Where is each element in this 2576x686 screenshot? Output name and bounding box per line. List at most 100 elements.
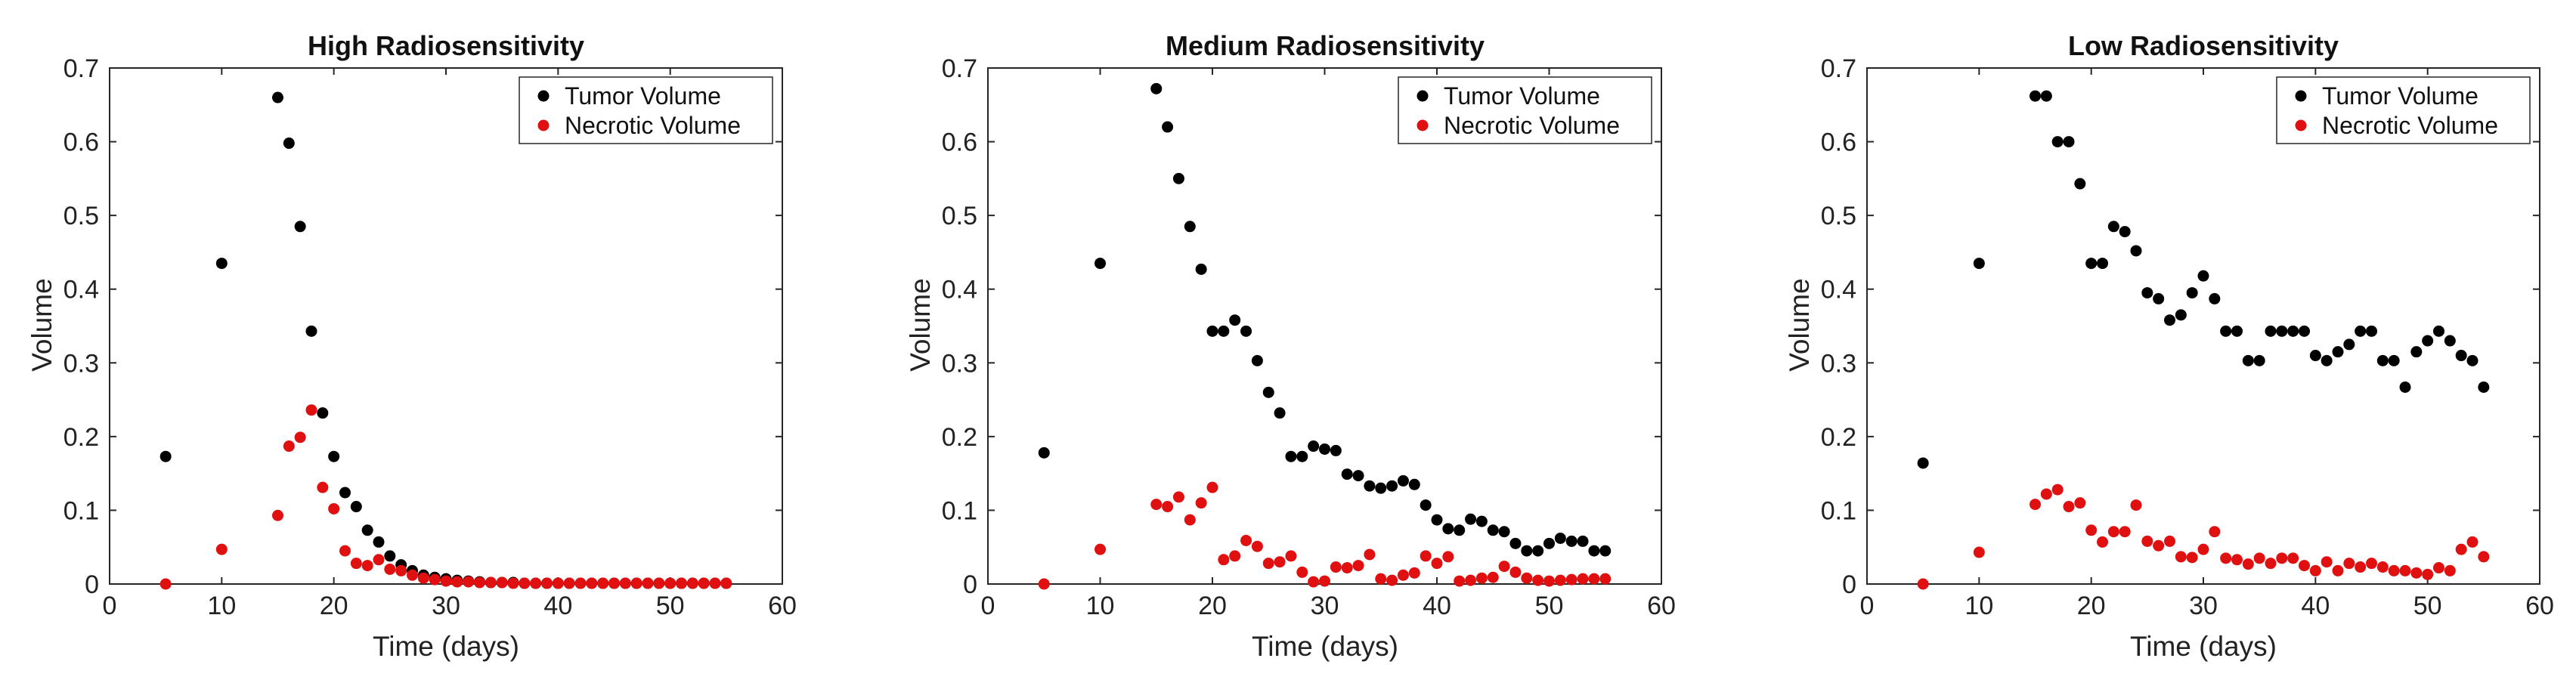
data-point [2478, 551, 2490, 563]
data-point [1386, 574, 1398, 586]
data-point [2130, 499, 2142, 511]
data-point [350, 501, 362, 513]
data-point [1330, 444, 1342, 456]
data-point [2051, 136, 2064, 148]
data-point [2399, 564, 2411, 576]
data-point [1498, 526, 1510, 538]
x-tick-label: 50 [1535, 592, 1564, 620]
series-necrotic-volume [159, 404, 732, 590]
legend-entry: Necrotic Volume [2322, 112, 2498, 139]
data-point [1532, 574, 1544, 586]
data-point [1973, 258, 1985, 270]
plot-area-frame [109, 67, 783, 585]
data-point [2343, 338, 2355, 351]
x-tick-label: 50 [656, 592, 685, 620]
y-tick-label: 0.4 [63, 276, 99, 304]
data-point [317, 481, 329, 493]
data-point [1319, 575, 1330, 587]
data-point [1408, 478, 1420, 490]
x-tick-label: 40 [2301, 592, 2330, 620]
data-point [1150, 82, 1163, 94]
y-tick-label: 0.7 [1821, 54, 1856, 83]
x-axis-label: Time (days) [2130, 631, 2277, 662]
data-point [1218, 325, 1230, 337]
data-point [1296, 566, 1308, 578]
data-point [1475, 515, 1488, 527]
data-point [2209, 292, 2221, 304]
subplot-medium-radiosensitivity: Medium Radiosensitivity Time (days) Volu… [905, 30, 1676, 662]
x-tick-label: 20 [320, 592, 348, 620]
data-point [2175, 551, 2187, 563]
data-point [2376, 561, 2389, 573]
y-tick-label: 0.2 [1821, 423, 1856, 452]
data-point [1487, 524, 1499, 536]
data-point [1554, 574, 1566, 586]
x-tick-label: 60 [2525, 592, 2554, 620]
data-point [1308, 576, 1320, 588]
data-point [2242, 354, 2254, 366]
data-point [2388, 564, 2400, 576]
data-point [1521, 545, 1533, 557]
data-point [294, 221, 306, 233]
data-point [2197, 270, 2209, 282]
legend-marker [2295, 119, 2307, 131]
data-point [350, 558, 362, 570]
data-point [1251, 540, 1263, 552]
y-tick-label: 0.7 [63, 54, 99, 83]
data-point [474, 576, 485, 589]
data-point [619, 577, 631, 589]
data-point [373, 554, 385, 566]
data-point [1038, 578, 1050, 590]
data-point [2085, 524, 2098, 536]
data-point [1162, 501, 1174, 513]
y-tick-label: 0.3 [1821, 349, 1856, 378]
series-necrotic-volume [1917, 484, 2490, 590]
data-point [2063, 501, 2075, 513]
x-tick-label: 0 [1860, 592, 1875, 620]
data-point [440, 575, 452, 587]
plot-area-frame [987, 67, 1662, 585]
data-point [1375, 573, 1387, 585]
data-point [1599, 545, 1612, 557]
y-tick-label: 0 [1842, 570, 1856, 599]
data-point [2220, 552, 2232, 564]
data-point [2074, 178, 2086, 190]
data-point [1184, 514, 1196, 526]
data-point [653, 577, 665, 589]
x-tick-label: 30 [1311, 592, 1339, 620]
data-point [2242, 558, 2254, 570]
x-tick-label: 10 [1086, 592, 1115, 620]
data-point [2276, 325, 2288, 337]
x-axis-label: Time (days) [1252, 631, 1398, 662]
data-point [1397, 569, 1409, 581]
data-point [1262, 558, 1274, 570]
y-tick-label: 0.3 [63, 349, 99, 378]
data-point [1475, 572, 1488, 584]
data-point [507, 577, 519, 589]
legend-box [1398, 76, 1652, 144]
data-point [317, 407, 329, 419]
data-point [2355, 325, 2367, 337]
data-point [1454, 575, 1466, 587]
y-axis-label: Volume [26, 278, 57, 371]
data-point [664, 577, 677, 589]
data-point [2466, 536, 2478, 548]
data-point [159, 578, 172, 590]
data-point [530, 577, 542, 589]
data-point [2051, 484, 2064, 496]
data-point [2040, 90, 2052, 102]
legend-marker [537, 119, 550, 131]
data-point [373, 536, 385, 548]
y-tick-label: 0.5 [942, 202, 977, 230]
data-point [642, 577, 654, 589]
x-tick-label: 60 [768, 592, 797, 620]
data-point [686, 577, 698, 589]
data-point [2153, 539, 2165, 552]
data-point [1038, 447, 1050, 459]
data-point [2388, 354, 2400, 366]
data-point [496, 576, 508, 589]
data-point [586, 577, 598, 589]
series-necrotic-volume [1038, 481, 1612, 590]
data-point [1094, 258, 1106, 270]
